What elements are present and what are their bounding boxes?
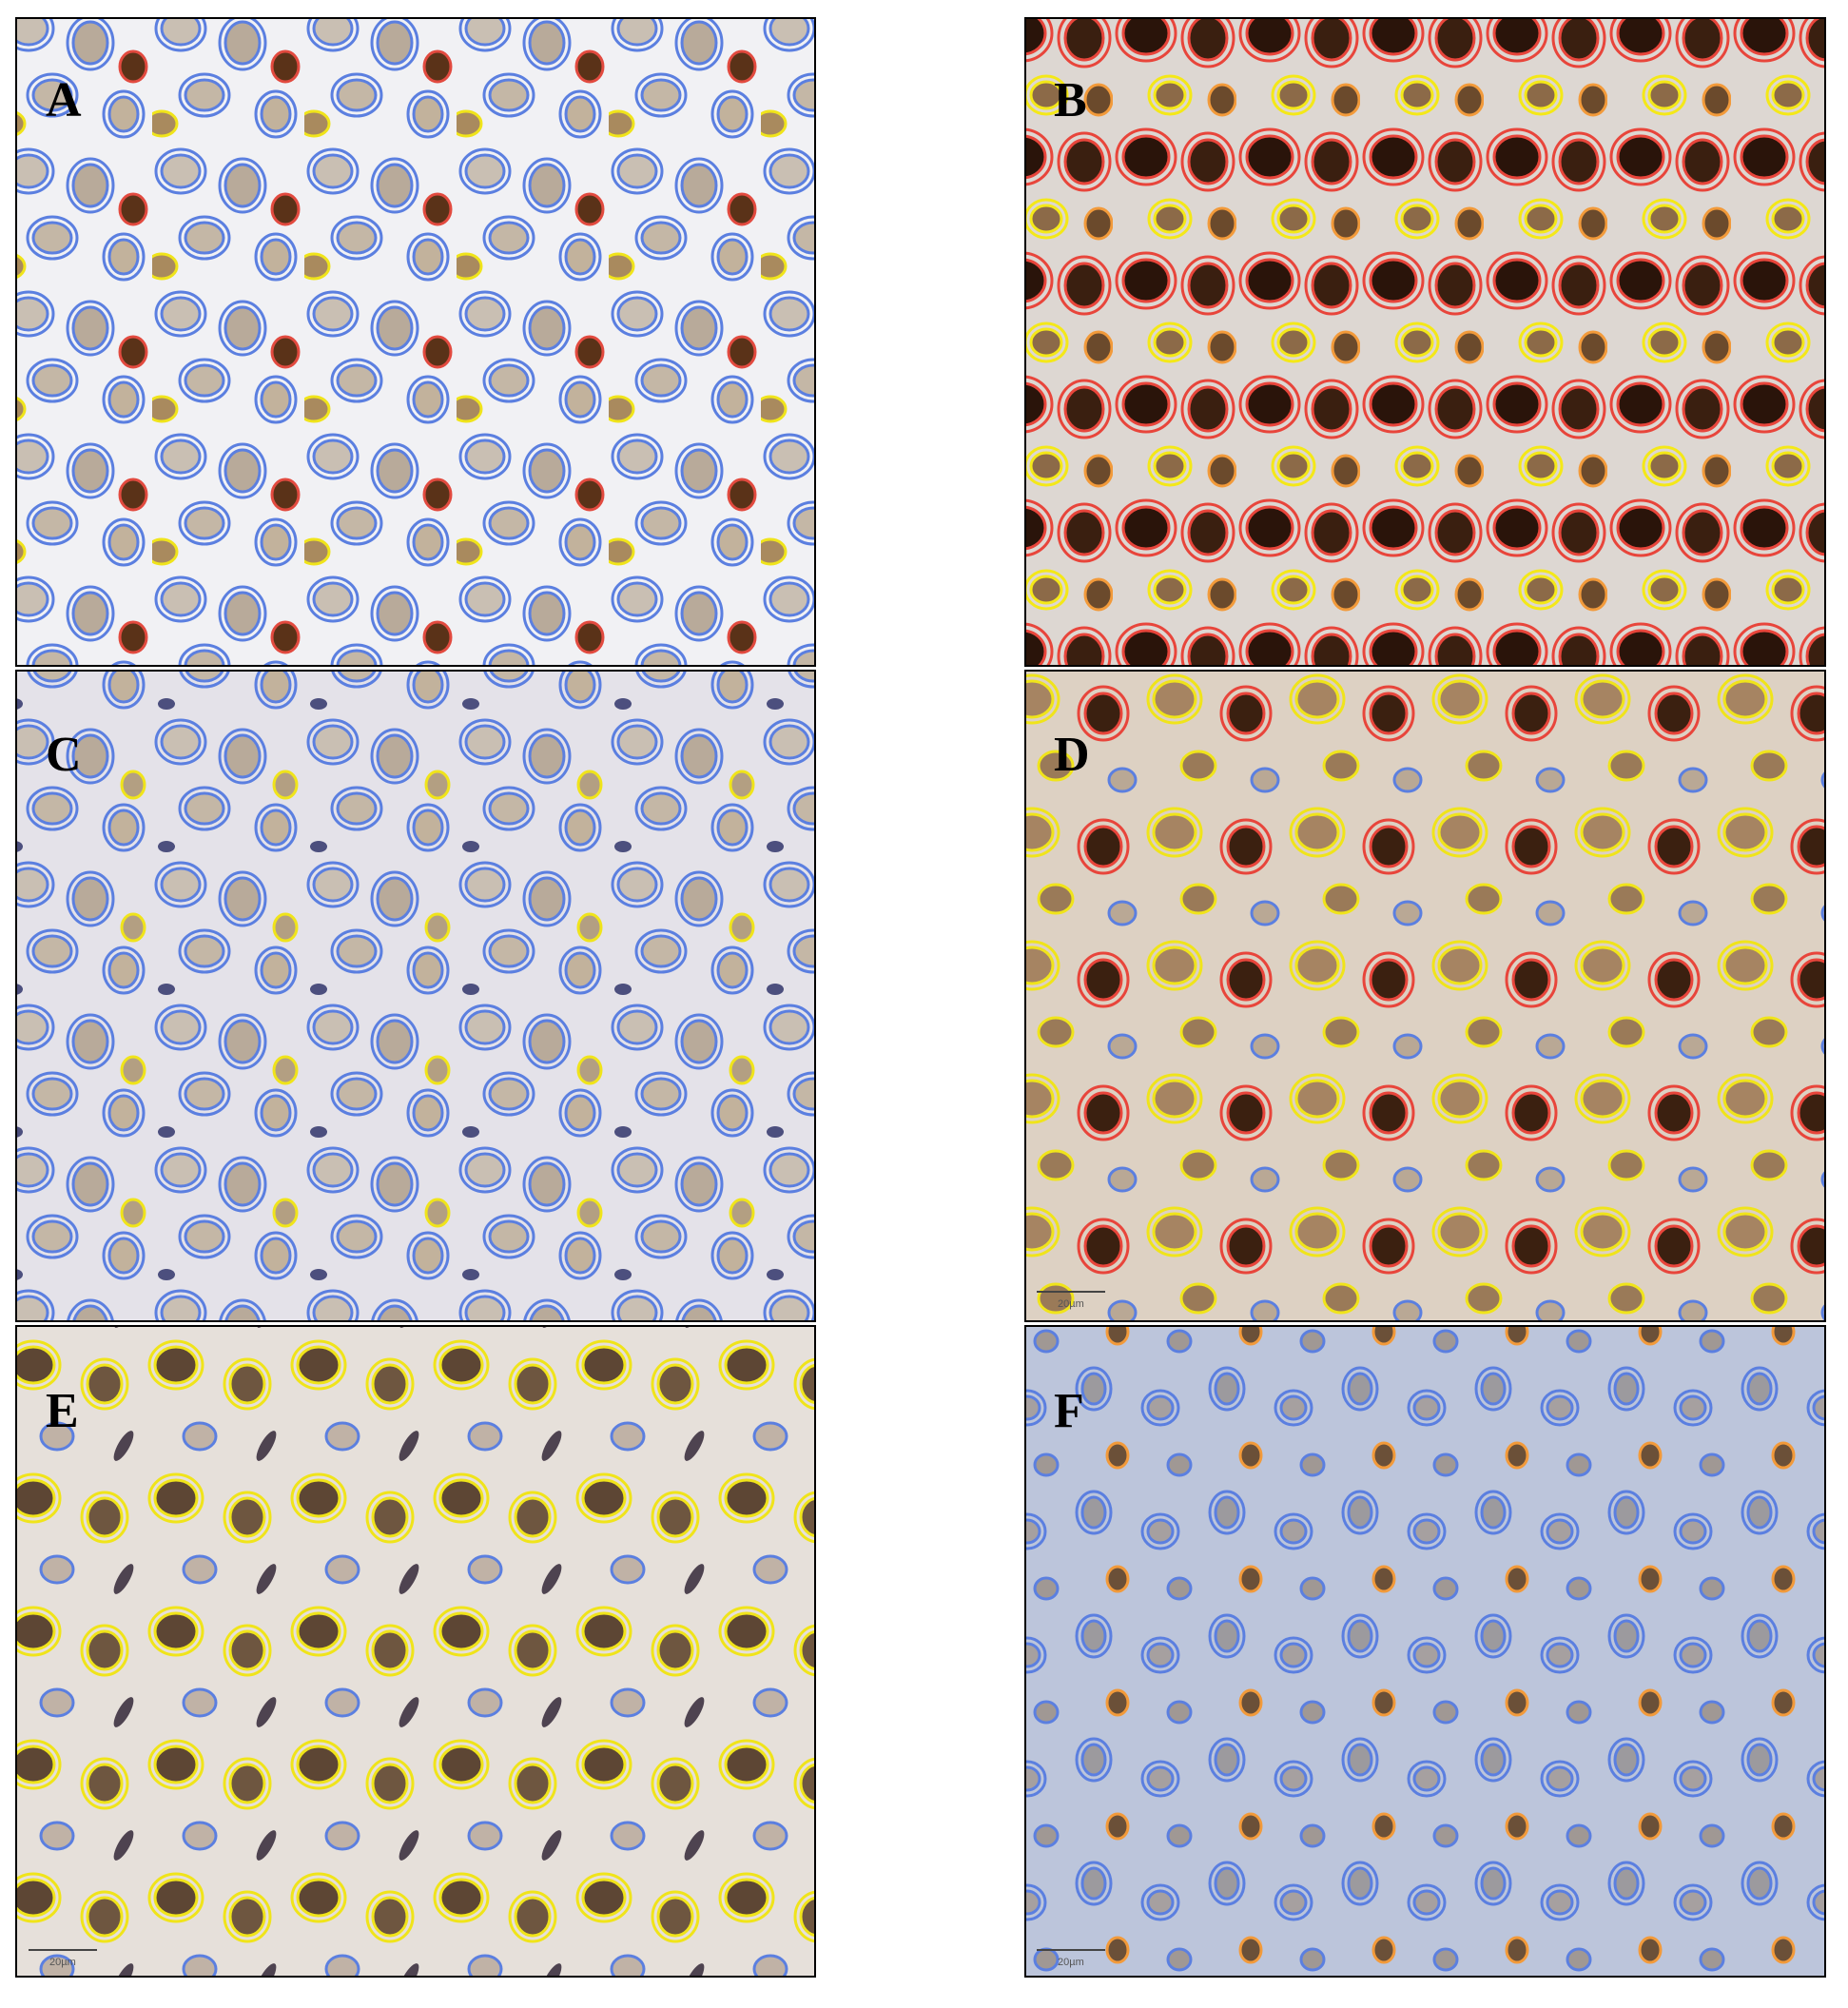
scale-label: 20µm bbox=[1058, 1957, 1084, 1968]
panel-label: D bbox=[1054, 728, 1090, 782]
panel-f: F 20µm bbox=[1024, 1325, 1826, 1978]
panel-label: E bbox=[46, 1384, 79, 1438]
panel-label: C bbox=[46, 728, 82, 782]
panel-b: B bbox=[1024, 17, 1826, 667]
panel-c: C bbox=[15, 670, 816, 1322]
panel-label: F bbox=[1054, 1384, 1084, 1438]
panel-e: E 20µm bbox=[15, 1325, 816, 1978]
panel-label: B bbox=[1054, 73, 1087, 127]
panel-label: A bbox=[46, 73, 82, 127]
panel-d: D 20µm bbox=[1024, 670, 1826, 1322]
panel-a: A bbox=[15, 17, 816, 667]
scale-label: 20µm bbox=[49, 1957, 76, 1968]
scale-label: 20µm bbox=[1058, 1298, 1084, 1310]
